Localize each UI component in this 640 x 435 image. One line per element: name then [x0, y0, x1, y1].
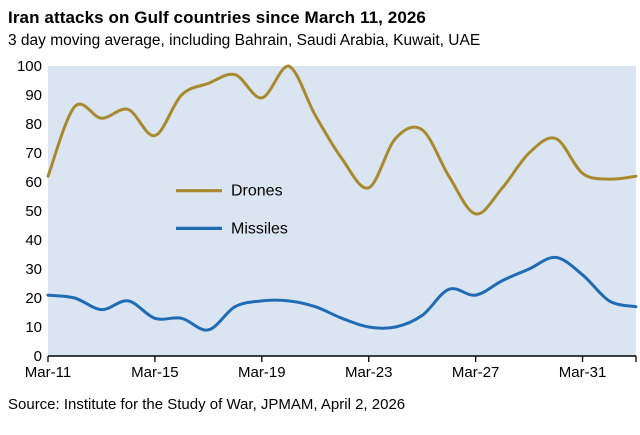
y-tick-label: 80 — [25, 116, 42, 133]
missiles-line — [46, 255, 638, 332]
legend-drones: Drones — [176, 183, 283, 200]
y-tick-label: 100 — [17, 58, 42, 75]
y-tick-label: 50 — [25, 203, 42, 220]
x-tick-label: Mar-31 — [559, 364, 607, 381]
y-tick-label: 10 — [25, 319, 42, 336]
x-tick-label: Mar-15 — [131, 364, 179, 381]
chart-area: Mar-11 Mar-15 Mar-19 Mar-23 Mar-27 Mar-31 0 10 2… — [8, 56, 640, 392]
y-tick-label: 90 — [25, 87, 42, 104]
chart-title: Iran attacks on Gulf countries since Mar… — [8, 8, 426, 27]
x-tick-label: Mar-11 — [25, 364, 71, 381]
chart-subtitle: 3 day moving average, including Bahrain,… — [8, 32, 481, 49]
plot-background — [48, 66, 636, 356]
legend-label-missiles: Missiles — [231, 220, 288, 237]
source-note: Source: Institute for the Study of War, … — [8, 396, 406, 413]
attacks-line-chart: Mar-11 Mar-15 Mar-19 Mar-23 Mar-27 Mar-31 0 10 2… — [17, 58, 638, 381]
y-tick-label: 30 — [25, 261, 42, 278]
legend-label-drones: Drones — [231, 183, 283, 200]
y-tick-label: 40 — [25, 232, 42, 249]
y-tick-label: 70 — [25, 145, 42, 162]
x-tick-label: Mar-19 — [238, 364, 286, 381]
legend-missiles: Missiles — [176, 220, 288, 237]
x-tick-label: Mar-27 — [452, 364, 500, 381]
drones-line — [46, 64, 638, 216]
x-tick-label: Mar-23 — [345, 364, 393, 381]
y-tick-label: 0 — [34, 348, 42, 365]
y-tick-label: 20 — [25, 290, 42, 307]
y-tick-label: 60 — [25, 174, 42, 191]
